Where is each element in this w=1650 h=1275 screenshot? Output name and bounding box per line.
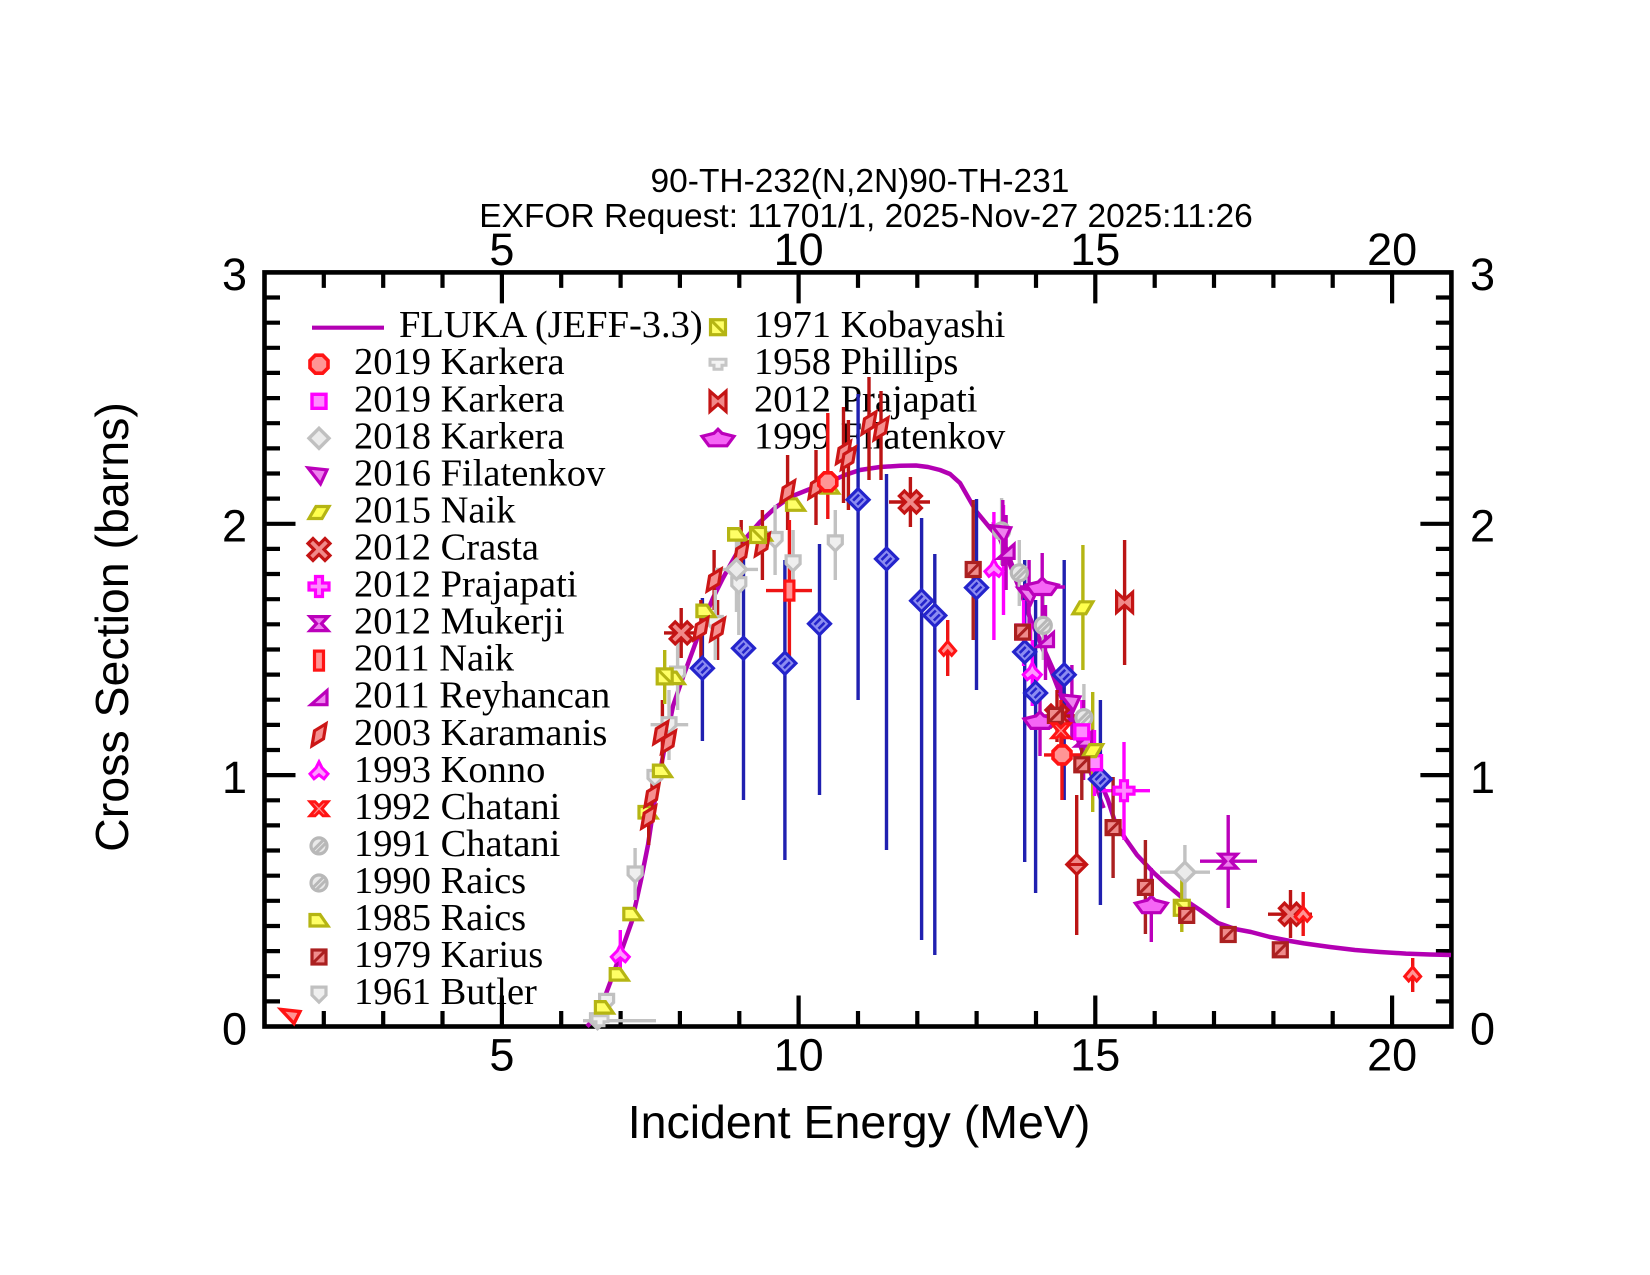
svg-text:FLUKA (JEFF-3.3): FLUKA (JEFF-3.3) xyxy=(399,304,703,346)
svg-text:1992 Chatani: 1992 Chatani xyxy=(354,786,560,828)
svg-text:1993 Konno: 1993 Konno xyxy=(354,749,545,791)
svg-text:0: 0 xyxy=(222,1003,247,1054)
svg-text:90-TH-232(N,2N)90-TH-231: 90-TH-232(N,2N)90-TH-231 xyxy=(651,163,1070,200)
svg-text:2012 Prajapati: 2012 Prajapati xyxy=(354,564,577,606)
svg-text:1971 Kobayashi: 1971 Kobayashi xyxy=(754,304,1005,346)
svg-text:2012 Prajapati: 2012 Prajapati xyxy=(754,378,977,420)
svg-text:2012 Crasta: 2012 Crasta xyxy=(354,527,539,569)
svg-text:Incident Energy (MeV): Incident Energy (MeV) xyxy=(628,1096,1091,1148)
svg-text:10: 10 xyxy=(774,224,824,275)
svg-text:1961 Butler: 1961 Butler xyxy=(354,971,537,1013)
svg-text:10: 10 xyxy=(774,1030,824,1081)
svg-text:1979 Karius: 1979 Karius xyxy=(354,934,543,976)
svg-text:2019 Karkera: 2019 Karkera xyxy=(354,341,565,383)
svg-text:0: 0 xyxy=(1470,1003,1495,1054)
svg-text:3: 3 xyxy=(222,249,247,300)
svg-text:1991 Chatani: 1991 Chatani xyxy=(354,823,560,865)
svg-text:15: 15 xyxy=(1070,1030,1120,1081)
svg-text:2011 Reyhancan: 2011 Reyhancan xyxy=(354,675,610,717)
svg-text:2012 Mukerji: 2012 Mukerji xyxy=(354,601,565,643)
svg-text:EXFOR Request: 11701/1, 2025-N: EXFOR Request: 11701/1, 2025-Nov-27 2025… xyxy=(479,198,1252,235)
svg-text:1990 Raics: 1990 Raics xyxy=(354,860,526,902)
svg-text:3: 3 xyxy=(1470,249,1495,300)
svg-text:20: 20 xyxy=(1367,1030,1417,1081)
svg-text:20: 20 xyxy=(1367,224,1417,275)
svg-text:1985 Raics: 1985 Raics xyxy=(354,897,526,939)
svg-text:2: 2 xyxy=(222,501,247,552)
svg-text:2003 Karamanis: 2003 Karamanis xyxy=(354,712,607,754)
svg-text:2: 2 xyxy=(1470,501,1495,552)
svg-text:1958 Phillips: 1958 Phillips xyxy=(754,341,958,383)
svg-text:15: 15 xyxy=(1070,224,1120,275)
svg-text:2015 Naik: 2015 Naik xyxy=(354,490,516,532)
svg-text:Cross Section (barns): Cross Section (barns) xyxy=(86,402,138,852)
svg-text:2018 Karkera: 2018 Karkera xyxy=(354,415,565,457)
svg-text:1: 1 xyxy=(222,752,247,803)
svg-text:2016 Filatenkov: 2016 Filatenkov xyxy=(354,452,606,494)
svg-text:2019 Karkera: 2019 Karkera xyxy=(354,378,565,420)
svg-text:2011 Naik: 2011 Naik xyxy=(354,638,515,680)
svg-text:1: 1 xyxy=(1470,752,1495,803)
svg-text:5: 5 xyxy=(489,1030,514,1081)
svg-text:5: 5 xyxy=(489,224,514,275)
